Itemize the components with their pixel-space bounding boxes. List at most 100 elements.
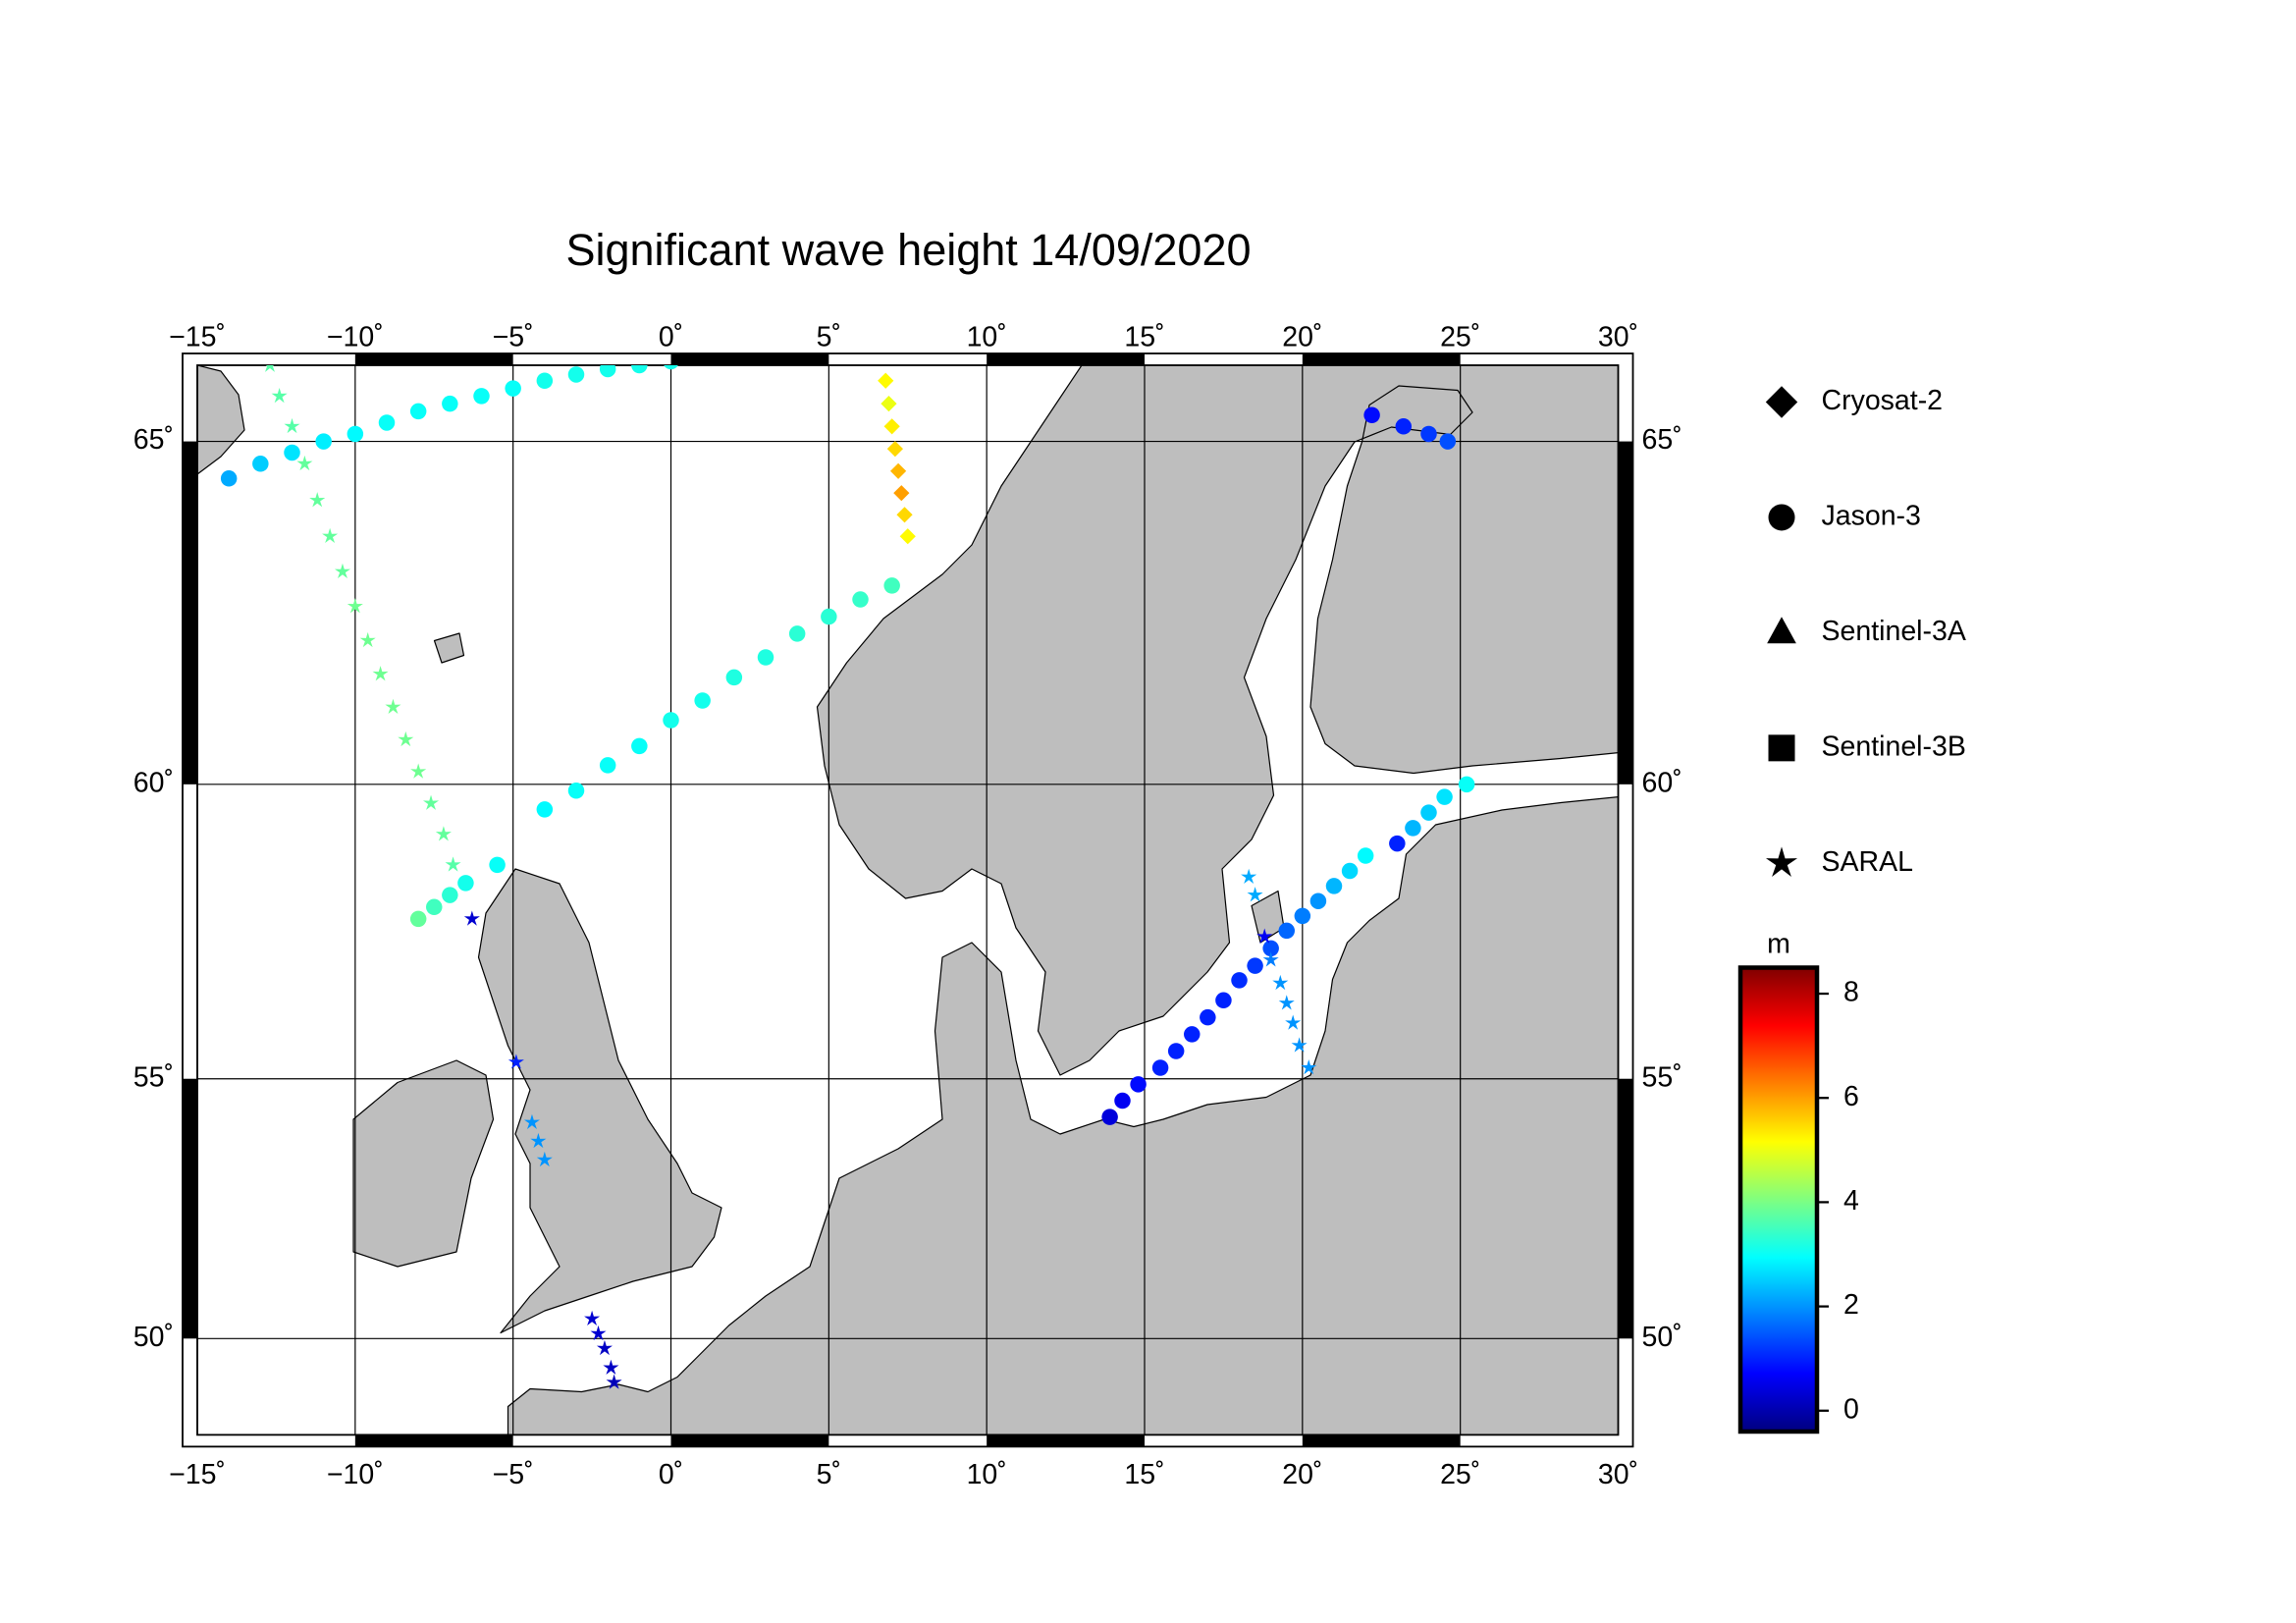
legend-marker — [1765, 386, 1798, 418]
track-point — [663, 712, 679, 729]
track-point — [1247, 957, 1263, 974]
track-point — [599, 757, 616, 774]
track-point — [631, 737, 648, 755]
track-point — [505, 380, 521, 397]
legend-label: Cryosat-2 — [1822, 385, 1944, 416]
track-point — [883, 577, 900, 594]
track-point — [788, 625, 806, 642]
track-point — [385, 698, 401, 715]
frame-band — [987, 353, 1146, 365]
y-tick-label: 60˚ — [1642, 767, 1682, 798]
track-point — [1458, 776, 1475, 793]
track-point — [1301, 1059, 1317, 1075]
track-point — [631, 365, 648, 374]
x-tick-label: 5˚ — [817, 1459, 841, 1490]
track-point — [567, 366, 585, 383]
track-point — [821, 608, 837, 625]
track-point — [315, 433, 332, 450]
track-point — [530, 1132, 547, 1149]
track-point — [271, 387, 288, 404]
x-tick-label: 30˚ — [1598, 322, 1638, 353]
track-point — [1231, 972, 1248, 989]
track-point — [1241, 868, 1257, 885]
track-point — [1256, 928, 1273, 944]
track-point — [1101, 1109, 1118, 1125]
track-point — [265, 365, 275, 372]
colorbar-tick-label: 4 — [1843, 1185, 1859, 1217]
frame-outer — [182, 352, 1634, 1448]
y-tick-label: 50˚ — [133, 1322, 174, 1353]
track-point — [1247, 887, 1263, 902]
land-layer — [197, 365, 1619, 1434]
frame-band — [183, 1078, 198, 1339]
x-tick-label: 5˚ — [817, 322, 841, 353]
track-point — [1215, 992, 1232, 1009]
track-point — [596, 1339, 613, 1356]
colorbar-tick-label: 8 — [1843, 977, 1859, 1008]
track-point — [435, 826, 452, 841]
track-point — [536, 372, 554, 390]
track-point — [347, 425, 364, 443]
track-point — [567, 782, 585, 799]
track-point — [1262, 940, 1279, 957]
land — [352, 1059, 495, 1268]
track-point — [1167, 1043, 1185, 1059]
legend-marker — [1768, 504, 1795, 531]
track-point — [1285, 1014, 1302, 1030]
colorbar-label: m — [1767, 929, 1790, 960]
track-point — [1114, 1092, 1131, 1109]
track-point — [457, 875, 474, 892]
track-point — [489, 856, 506, 874]
frame-band — [987, 1434, 1146, 1447]
x-tick-label: 10˚ — [967, 322, 1007, 353]
colorbar — [1737, 965, 1820, 1434]
x-tick-label: 25˚ — [1440, 322, 1480, 353]
track-point — [883, 418, 900, 435]
track-point — [463, 910, 480, 926]
track-point — [603, 1359, 619, 1375]
land — [197, 365, 245, 475]
track-point — [664, 365, 678, 370]
track-point — [725, 669, 743, 686]
legend-label: Sentinel-3B — [1822, 730, 1966, 762]
track-point — [881, 396, 897, 412]
track-point — [284, 444, 300, 461]
track-point — [334, 563, 350, 579]
track-point — [694, 692, 711, 709]
track-point — [890, 462, 907, 479]
track-point — [426, 898, 443, 916]
x-tick-label: −5˚ — [493, 322, 534, 353]
track-point — [1309, 893, 1327, 909]
track-point — [886, 441, 903, 458]
x-tick-label: 15˚ — [1124, 322, 1164, 353]
x-tick-label: 0˚ — [659, 322, 683, 353]
x-tick-label: 15˚ — [1124, 1459, 1164, 1490]
track-point — [1389, 835, 1406, 852]
legend-label: Jason-3 — [1822, 500, 1921, 531]
x-tick-label: 30˚ — [1598, 1459, 1638, 1490]
y-tick-label: 60˚ — [133, 767, 174, 798]
x-tick-label: −15˚ — [169, 1459, 226, 1490]
frame-band — [183, 441, 198, 784]
track-point — [1151, 1059, 1169, 1076]
x-tick-label: −10˚ — [327, 322, 384, 353]
land — [433, 632, 465, 664]
track-point — [378, 414, 396, 431]
track-point — [398, 730, 414, 747]
frame-band — [354, 353, 513, 365]
y-tick-label: 50˚ — [1642, 1322, 1682, 1353]
track-point — [410, 763, 427, 779]
track-point — [1278, 922, 1296, 940]
x-tick-label: 20˚ — [1282, 322, 1322, 353]
track-point — [252, 456, 269, 472]
frame: −15˚ −15˚ −10˚ −10˚ −5˚ −5˚ 0˚ 0˚ 5˚ 5˚ 10˚ 10˚ 15˚ 1… — [133, 322, 1682, 1490]
track-point — [1200, 1008, 1216, 1026]
colorbar-tick-label: 6 — [1843, 1081, 1859, 1112]
colorbar-tick-label: 2 — [1843, 1289, 1859, 1321]
track-point — [523, 1113, 540, 1129]
frame-band — [670, 1434, 829, 1447]
frame-band — [1618, 441, 1633, 784]
track-point — [1436, 788, 1453, 805]
